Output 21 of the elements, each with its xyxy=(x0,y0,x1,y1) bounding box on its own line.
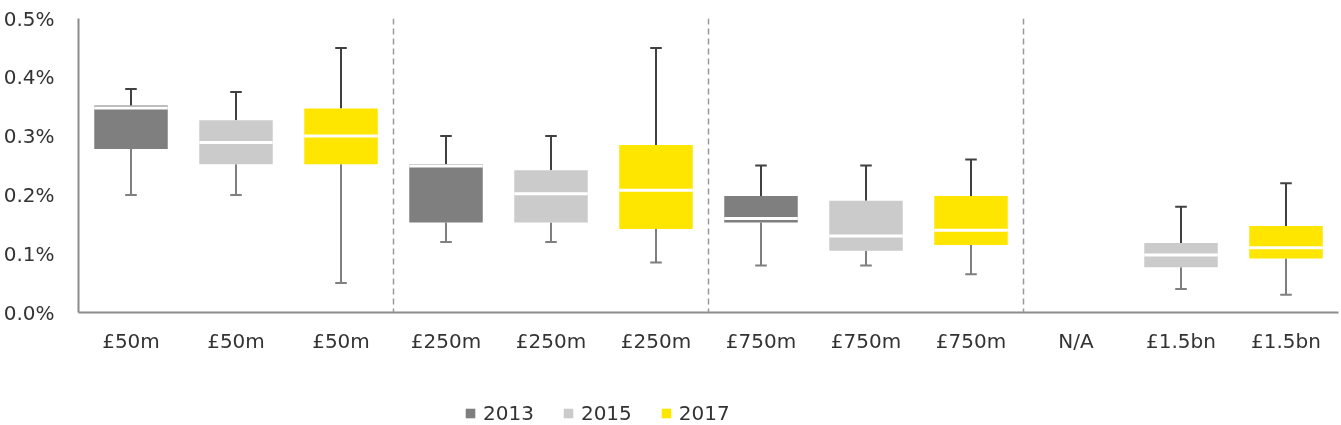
y-tick-label: 0.4% xyxy=(3,65,55,90)
x-tick-label: £250m xyxy=(515,328,587,353)
x-tick-label: £50m xyxy=(312,328,370,353)
x-tick-label: N/A xyxy=(1058,328,1095,353)
legend-label: 2017 xyxy=(678,401,730,425)
x-tick-label: £1.5bn xyxy=(1146,328,1216,353)
y-tick-label: 0.3% xyxy=(3,124,55,149)
x-tick-label: £50m xyxy=(102,328,160,353)
legend-label: 2013 xyxy=(483,401,534,425)
x-tick-label: £50m xyxy=(207,328,265,353)
x-tick-label: £250m xyxy=(620,328,692,353)
y-tick-label: 0.5% xyxy=(3,6,55,31)
x-tick-label: £250m xyxy=(410,328,482,353)
x-tick-label: £750m xyxy=(830,328,902,353)
x-tick-label: £750m xyxy=(935,328,1007,353)
y-tick-label: 0.0% xyxy=(3,300,55,325)
y-tick-label: 0.2% xyxy=(3,182,55,207)
x-tick-label: £1.5bn xyxy=(1251,328,1321,353)
legend-label: 2015 xyxy=(580,401,632,425)
y-tick-label: 0.1% xyxy=(3,241,55,266)
x-tick-label: £750m xyxy=(725,328,797,353)
